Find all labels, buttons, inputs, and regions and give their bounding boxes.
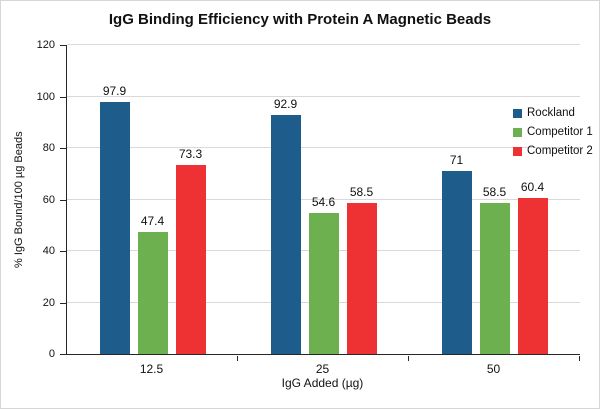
bar-competitor-2	[517, 198, 548, 354]
bar-rockland	[270, 114, 301, 354]
legend-swatch-icon	[513, 146, 522, 156]
legend-swatch-icon	[513, 108, 522, 118]
bar-value-label: 73.3	[178, 147, 203, 162]
bar-competitor-2	[346, 203, 377, 354]
y-tick-mark	[60, 148, 66, 149]
bar-value-label: 97.9	[102, 83, 127, 98]
gridline	[67, 198, 580, 200]
bar-value-label: 58.5	[349, 185, 374, 200]
y-tick-mark	[60, 251, 66, 252]
bar-value-label: 92.9	[273, 96, 298, 111]
y-tick-mark	[60, 45, 66, 46]
bar-competitor-1	[308, 213, 339, 354]
y-tick-label: 60	[42, 193, 55, 206]
y-tick-mark	[60, 354, 66, 355]
chart-title: IgG Binding Efficiency with Protein A Ma…	[108, 11, 492, 28]
x-tick-mark	[237, 355, 238, 361]
legend-item: Competitor 2	[513, 145, 593, 157]
x-category-label: 25	[315, 362, 330, 376]
bar-value-label: 47.4	[140, 213, 165, 228]
y-tick-label: 120	[36, 39, 55, 51]
legend-swatch-icon	[513, 127, 522, 137]
y-tick-label: 20	[42, 296, 55, 309]
bar-value-label: 54.6	[311, 195, 336, 210]
bar-competitor-2	[175, 165, 206, 354]
y-tick-mark	[60, 302, 66, 304]
gridline	[67, 147, 580, 148]
bar-value-label: 60.4	[520, 180, 545, 195]
x-category-label: 12.5	[139, 362, 164, 376]
y-tick-label: 80	[42, 142, 55, 154]
legend: Rockland Competitor 1 Competitor 2	[513, 107, 593, 164]
y-tick-mark	[60, 96, 66, 98]
x-tick-mark	[579, 355, 580, 361]
x-axis-title: IgG Added (µg)	[281, 376, 364, 390]
plot-area: 97.9 47.4 73.3 92.9 54.6 58.5 71 58.5 60.4	[66, 44, 580, 355]
legend-label: Rockland	[527, 107, 575, 119]
x-category-label: 50	[486, 362, 501, 376]
bar-competitor-1	[479, 203, 510, 354]
legend-label: Competitor 2	[527, 145, 593, 157]
y-tick-label: 0	[48, 348, 55, 360]
bar-value-label: 71	[449, 153, 464, 168]
bar-competitor-1	[137, 231, 168, 354]
gridline	[67, 44, 580, 45]
y-tick-label: 40	[42, 245, 55, 257]
x-tick-mark	[408, 355, 409, 361]
gridline	[67, 95, 580, 97]
bar-rockland	[99, 101, 130, 354]
y-tick-mark	[60, 199, 66, 201]
legend-item: Rockland	[513, 107, 593, 119]
bar-rockland	[441, 171, 472, 354]
legend-label: Competitor 1	[527, 126, 593, 138]
y-tick-label: 100	[36, 90, 55, 103]
bar-value-label: 58.5	[482, 185, 507, 200]
legend-item: Competitor 1	[513, 126, 593, 138]
